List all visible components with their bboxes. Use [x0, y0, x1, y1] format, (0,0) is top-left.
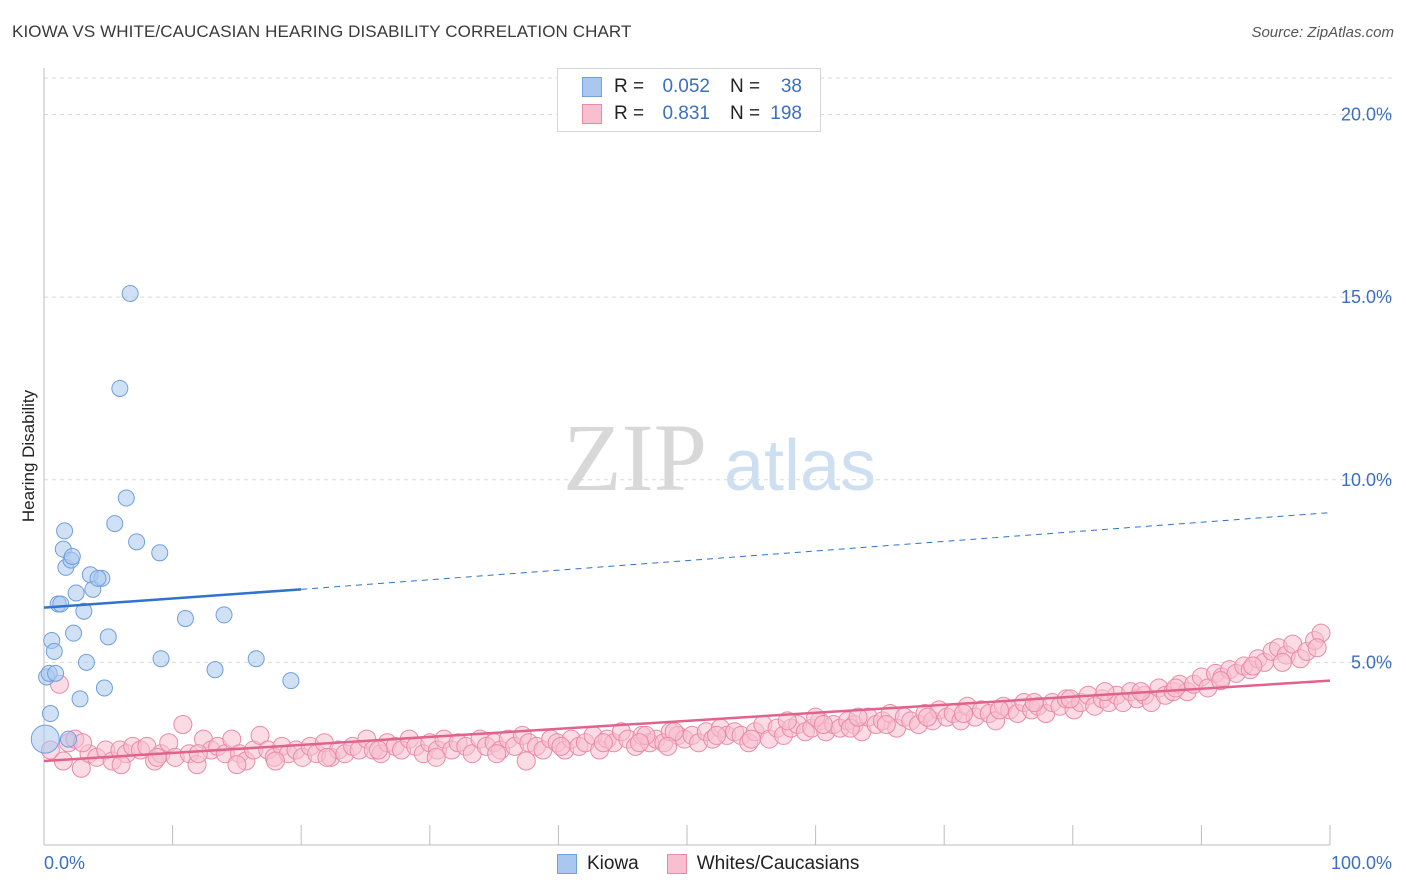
- data-point-whites: [876, 714, 896, 734]
- kiowa-swatch: [557, 854, 577, 874]
- stats-legend: R = 0.052 N = 38 R = 0.831 N = 198: [557, 68, 821, 132]
- data-point-kiowa: [111, 379, 129, 397]
- data-point-whites: [250, 725, 270, 745]
- data-point-whites: [516, 751, 536, 771]
- data-point-whites: [227, 755, 247, 775]
- data-point-whites: [1095, 682, 1115, 702]
- data-point-kiowa: [176, 610, 194, 628]
- data-point-whites: [1272, 652, 1292, 672]
- data-point-kiowa: [41, 705, 59, 723]
- y-tick-label: 15.0%: [1341, 287, 1392, 307]
- data-point-whites: [188, 744, 208, 764]
- data-point-kiowa: [106, 515, 124, 533]
- data-point-kiowa: [56, 522, 74, 540]
- data-point-whites: [1211, 671, 1231, 691]
- data-point-kiowa: [247, 650, 265, 668]
- data-point-kiowa: [152, 650, 170, 668]
- data-point-whites: [1166, 678, 1186, 698]
- data-point-whites: [953, 704, 973, 724]
- data-point-kiowa: [65, 624, 83, 642]
- y-axis-label: Hearing Disability: [19, 389, 38, 522]
- n-label: N =: [730, 103, 761, 124]
- watermark-atlas: atlas: [724, 426, 876, 506]
- data-point-kiowa: [89, 569, 107, 587]
- data-point-kiowa: [47, 664, 65, 682]
- data-point-kiowa: [59, 730, 77, 748]
- data-point-whites: [426, 747, 446, 767]
- data-point-whites: [368, 740, 388, 760]
- x-tick-label: 100.0%: [1331, 853, 1392, 873]
- x-tick-label: 0.0%: [44, 853, 85, 873]
- n-value: 198: [770, 103, 802, 124]
- data-point-kiowa: [30, 724, 60, 754]
- data-point-kiowa: [75, 602, 93, 620]
- trendline-kiowa: [43, 588, 302, 609]
- n-value: 38: [780, 76, 802, 97]
- legend-item-whites[interactable]: Whites/Caucasians: [666, 853, 860, 875]
- trendline-kiowa-extension: [301, 512, 1331, 590]
- data-point-kiowa: [206, 661, 224, 679]
- data-point-whites: [658, 736, 678, 756]
- data-point-whites: [989, 700, 1009, 720]
- data-point-kiowa: [77, 653, 95, 671]
- data-point-whites: [629, 733, 649, 753]
- data-point-kiowa: [121, 284, 139, 302]
- data-point-kiowa: [99, 628, 117, 646]
- data-point-whites: [813, 714, 833, 734]
- data-point-kiowa: [117, 489, 135, 507]
- data-point-whites: [917, 707, 937, 727]
- data-point-whites: [111, 755, 131, 775]
- n-label: N =: [730, 76, 761, 97]
- data-point-kiowa: [71, 690, 89, 708]
- data-point-whites: [147, 747, 167, 767]
- data-point-whites: [707, 725, 727, 745]
- source-label: Source: ZipAtlas.com: [1251, 24, 1394, 41]
- data-point-whites: [317, 747, 337, 767]
- data-point-whites: [593, 733, 613, 753]
- series-legend: Kiowa Whites/Caucasians: [557, 852, 887, 876]
- data-point-whites: [777, 711, 797, 731]
- y-tick-label: 5.0%: [1351, 652, 1392, 672]
- legend-label-whites: Whites/Caucasians: [696, 853, 860, 874]
- kiowa-swatch: [582, 77, 602, 97]
- data-point-whites: [265, 751, 285, 771]
- whites-swatch: [666, 854, 687, 874]
- data-point-whites: [848, 707, 868, 727]
- whites-swatch: [582, 104, 602, 124]
- data-point-kiowa: [52, 595, 70, 613]
- data-point-kiowa: [282, 672, 300, 690]
- data-point-whites: [1024, 693, 1044, 713]
- legend-label-kiowa: Kiowa: [587, 853, 639, 874]
- data-point-whites: [1060, 689, 1080, 709]
- chart-title: KIOWA VS WHITE/CAUCASIAN HEARING DISABIL…: [12, 22, 632, 41]
- data-point-kiowa: [63, 547, 81, 565]
- r-value: 0.831: [662, 103, 710, 124]
- data-point-kiowa: [151, 544, 169, 562]
- trendline-whites: [43, 679, 1331, 763]
- r-label: R =: [614, 103, 645, 124]
- data-point-whites: [551, 736, 571, 756]
- data-point-kiowa: [45, 642, 63, 660]
- watermark-zip: ZIP: [563, 404, 707, 511]
- data-point-kiowa: [67, 584, 85, 602]
- data-point-whites: [1307, 638, 1327, 658]
- data-point-kiowa: [128, 533, 146, 551]
- stats-row-whites: R = 0.831 N = 198: [582, 102, 802, 126]
- data-point-whites: [173, 714, 193, 734]
- legend-item-kiowa[interactable]: Kiowa: [557, 853, 639, 875]
- r-label: R =: [614, 76, 645, 97]
- stats-row-kiowa: R = 0.052 N = 38: [582, 75, 802, 99]
- r-value: 0.052: [662, 76, 710, 97]
- data-point-whites: [487, 744, 507, 764]
- data-point-whites: [741, 729, 761, 749]
- data-point-kiowa: [95, 679, 113, 697]
- data-point-kiowa: [215, 606, 233, 624]
- data-point-whites: [1243, 656, 1263, 676]
- y-tick-label: 10.0%: [1341, 470, 1392, 490]
- y-tick-label: 20.0%: [1341, 105, 1392, 125]
